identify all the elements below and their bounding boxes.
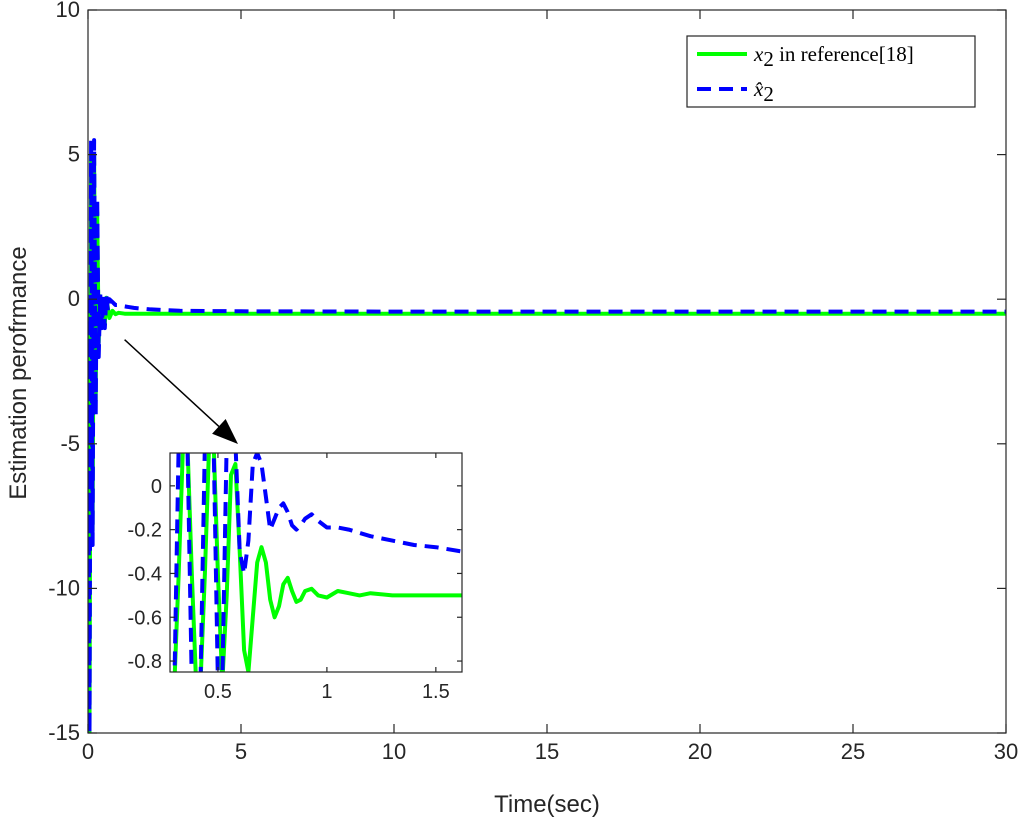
inset-x-ticks: 0.5 1 1.5 xyxy=(204,453,450,703)
inset-y-tick-label: -0.8 xyxy=(128,651,162,673)
inset-axes: 0.5 1 1.5 0 -0.2 -0.4 -0.6 -0.8 xyxy=(128,452,463,703)
x-axis-label: Time(sec) xyxy=(494,791,600,818)
legend-symbol-series-1: x xyxy=(753,42,764,66)
inset-y-tick-label: -0.6 xyxy=(128,607,162,629)
inset-x-tick-label: 0.5 xyxy=(204,681,232,703)
main-y-tick-label: -5 xyxy=(60,431,80,456)
legend-label-series-2: x̂2 xyxy=(753,77,774,106)
main-y-tick-label: -10 xyxy=(48,575,80,600)
main-y-tick-label: 10 xyxy=(56,0,80,22)
main-x-tick-label: 0 xyxy=(82,739,94,764)
main-x-tick-label: 10 xyxy=(382,739,406,764)
zoom-arrow-head xyxy=(212,419,238,444)
main-x-tick-label: 20 xyxy=(688,739,712,764)
inset-y-ticks: 0 -0.2 -0.4 -0.6 -0.8 xyxy=(128,476,462,673)
inset-series-group xyxy=(172,453,462,672)
zoom-arrow xyxy=(124,339,238,444)
legend-symbol-series-2: x̂ xyxy=(753,77,764,101)
inset-y-tick-label: 0 xyxy=(151,476,162,498)
legend-label-series-1: x2 in reference[18] xyxy=(753,42,914,71)
main-x-tick-label: 15 xyxy=(535,739,559,764)
legend-box xyxy=(686,35,976,108)
main-y-tick-label: 0 xyxy=(68,286,80,311)
main-x-tick-label: 30 xyxy=(994,739,1018,764)
main-series-line-2 xyxy=(88,138,1006,733)
main-x-tick-label: 25 xyxy=(841,739,865,764)
main-y-tick-label: 5 xyxy=(68,142,80,167)
inset-x-tick-label: 1.5 xyxy=(422,681,450,703)
inset-y-tick-label: -0.4 xyxy=(128,563,162,585)
inset-series-line-2 xyxy=(172,453,462,672)
main-x-tick-label: 5 xyxy=(235,739,247,764)
inset-axes-frame xyxy=(169,452,463,673)
legend-suffix-series-1: in reference[18] xyxy=(774,42,914,66)
legend-subscript-series-2: 2 xyxy=(763,82,774,106)
main-x-ticks: 0 5 10 15 20 25 30 xyxy=(82,10,1018,764)
legend: x2 in reference[18] x̂2 xyxy=(686,35,976,108)
y-axis-label: Estimation perofrmance xyxy=(5,246,32,499)
zoom-arrow-line xyxy=(124,339,220,427)
inset-y-tick-label: -0.2 xyxy=(128,520,162,542)
inset-series-line-1 xyxy=(172,453,462,672)
inset-x-tick-label: 1 xyxy=(321,681,332,703)
legend-subscript-series-1: 2 xyxy=(763,47,774,71)
main-y-tick-label: -15 xyxy=(48,720,80,745)
main-series-group xyxy=(88,138,1006,733)
